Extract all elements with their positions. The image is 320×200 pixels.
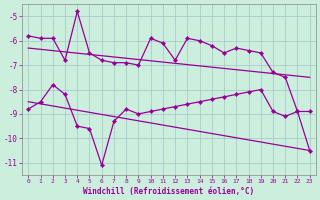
X-axis label: Windchill (Refroidissement éolien,°C): Windchill (Refroidissement éolien,°C) <box>84 187 255 196</box>
